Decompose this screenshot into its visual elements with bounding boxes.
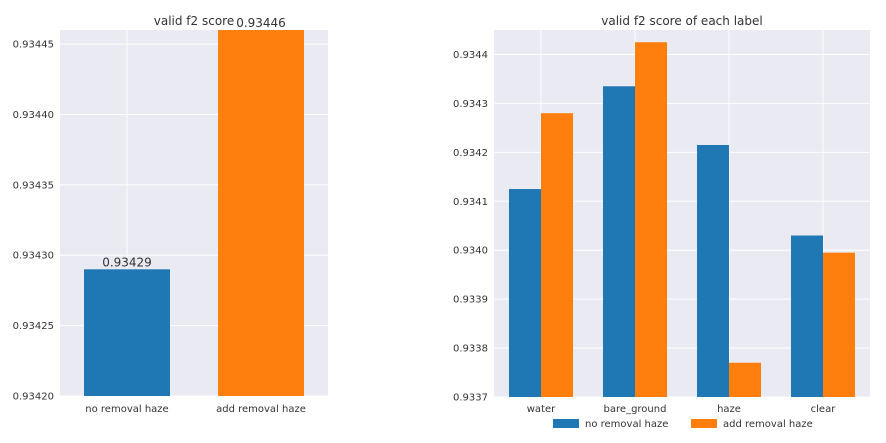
bar	[823, 252, 855, 397]
legend: no removal haze add removal haze	[553, 419, 813, 430]
bar	[218, 30, 304, 396]
bar	[509, 189, 541, 397]
x-tick-label: water	[527, 404, 556, 415]
data-label: 0.93429	[102, 255, 152, 269]
legend-swatch	[553, 419, 579, 428]
y-tick-label: 0.9342	[453, 148, 488, 159]
x-tick-label: bare_ground	[604, 404, 667, 415]
bar	[603, 86, 635, 398]
y-tick-label: 0.9337	[453, 393, 488, 404]
legend-label: add removal haze	[723, 419, 813, 430]
y-tick-label: 0.9340	[453, 246, 488, 257]
y-tick-label: 0.9344	[453, 50, 488, 61]
chart-valid-f2-score: 0.93429 0.93446 0.93420 0.93425 0.93430 0.93…	[13, 14, 328, 415]
y-tick-label: 0.9338	[453, 344, 488, 355]
chart-title: valid f2 score of each label	[601, 14, 762, 28]
x-tick-label: clear	[811, 404, 837, 415]
bar	[541, 113, 573, 397]
y-tick-label: 0.9343	[453, 99, 488, 110]
data-label: 0.93446	[236, 16, 286, 30]
y-tick-label: 0.93430	[13, 251, 54, 262]
y-tick-label: 0.9341	[453, 197, 488, 208]
y-tick-label: 0.93435	[13, 180, 54, 191]
y-tick-label: 0.9339	[453, 295, 488, 306]
y-tick-label: 0.93440	[13, 110, 54, 121]
y-tick-label: 0.93420	[13, 392, 54, 403]
bar	[84, 269, 170, 396]
x-tick-label: haze	[717, 404, 741, 415]
chart-title: valid f2 score	[154, 14, 234, 28]
bar	[697, 144, 729, 397]
bar	[729, 362, 761, 397]
x-tick-label: no removal haze	[85, 404, 168, 415]
y-tick-label: 0.93425	[13, 321, 54, 332]
y-tick-label: 0.93445	[13, 40, 54, 51]
bar	[791, 235, 823, 397]
bar	[635, 42, 667, 397]
chart-valid-f2-score-each-label: 0.9337 0.9338 0.9339 0.9340 0.9341 0.9342 0.93…	[453, 14, 870, 430]
x-tick-label: add removal haze	[216, 404, 306, 415]
legend-label: no removal haze	[585, 419, 668, 430]
legend-swatch	[691, 419, 717, 428]
